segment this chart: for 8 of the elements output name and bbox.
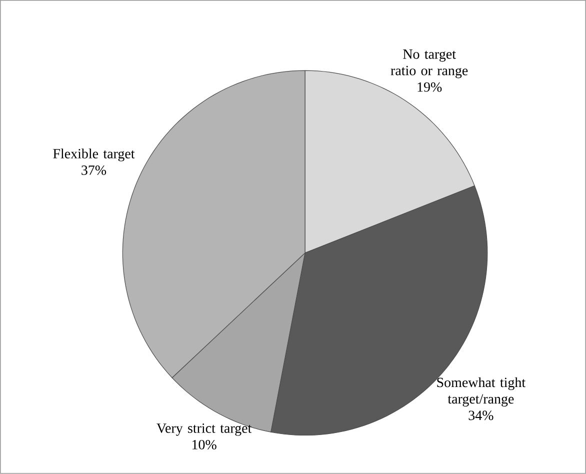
data-label: 37% — [82, 166, 106, 176]
slice-label: No target ratio or range — [390, 50, 468, 78]
data-label: 10% — [192, 440, 216, 450]
data-label: 34% — [468, 410, 494, 420]
data-label: 19% — [418, 82, 442, 92]
slice-label: Very strict target — [156, 424, 252, 436]
slice-label: Somewhat tight target/range — [437, 377, 526, 407]
slice-label: Flexible target — [53, 148, 135, 162]
